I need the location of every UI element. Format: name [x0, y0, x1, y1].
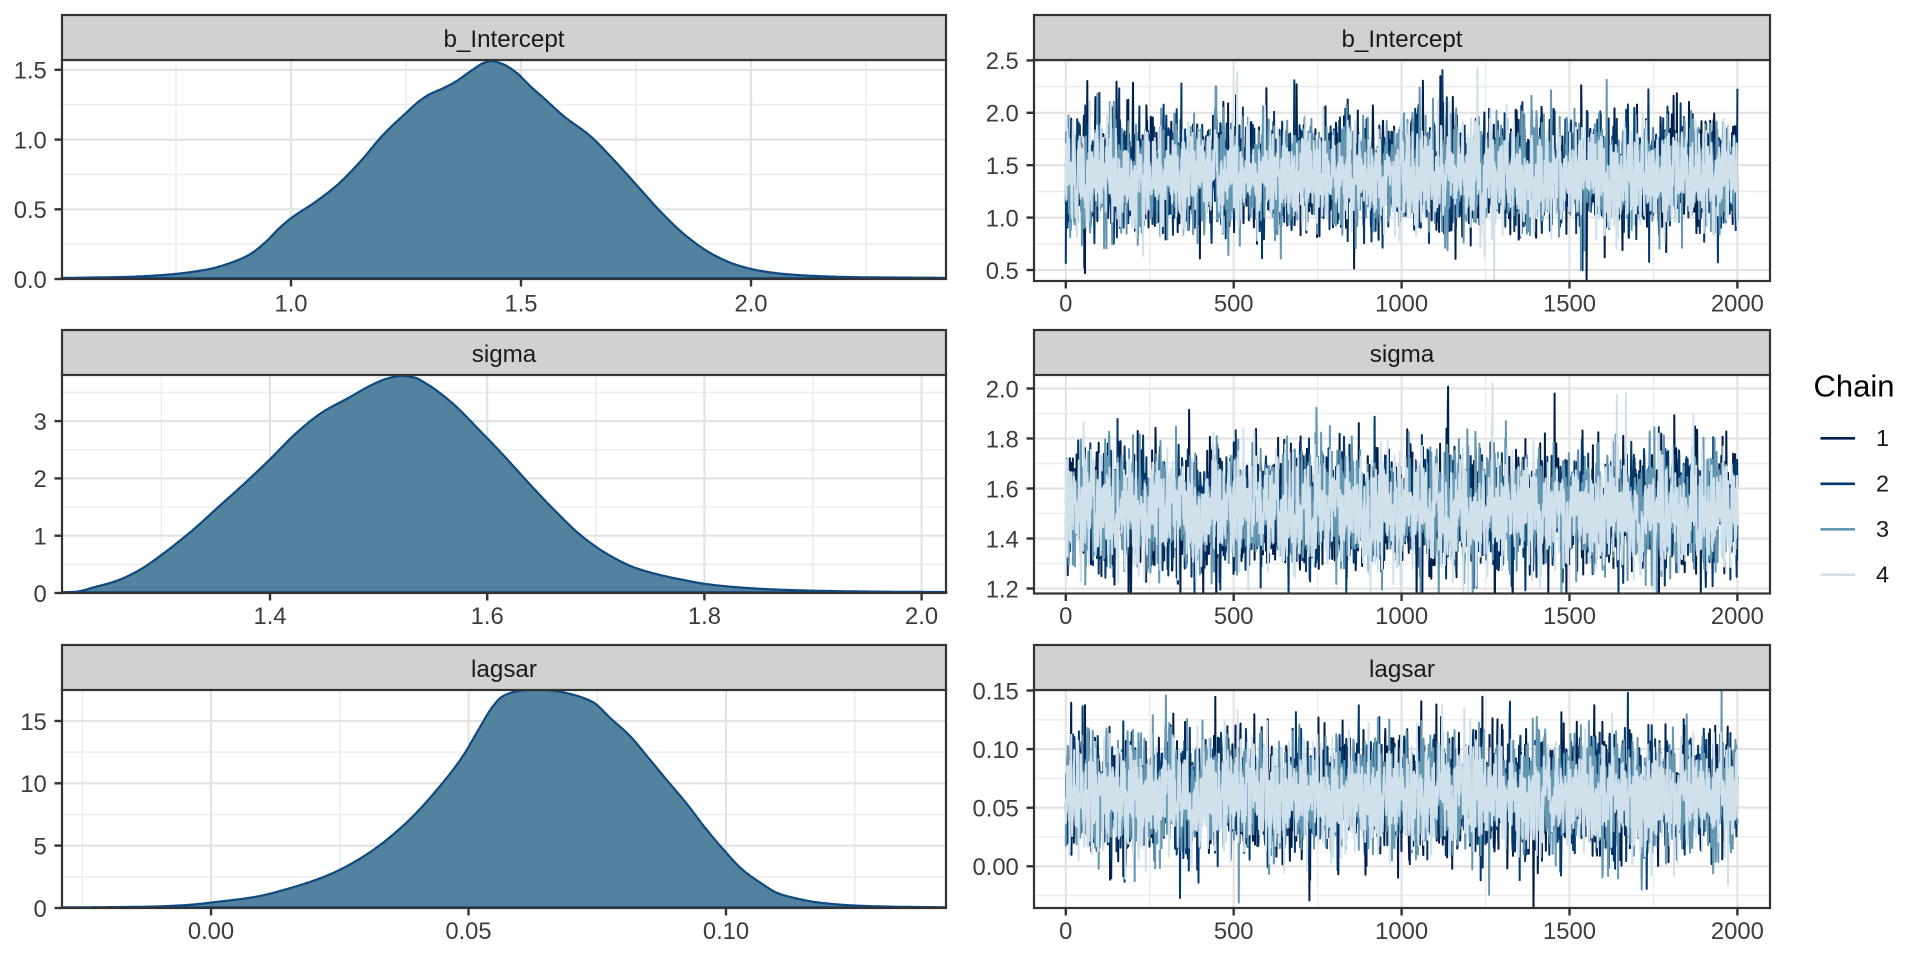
svg-text:3: 3 — [34, 409, 47, 436]
svg-text:0.15: 0.15 — [972, 678, 1018, 705]
svg-text:1500: 1500 — [1543, 603, 1596, 630]
svg-text:500: 500 — [1214, 918, 1254, 945]
svg-text:1.0: 1.0 — [14, 127, 47, 154]
svg-text:0.00: 0.00 — [972, 854, 1018, 881]
svg-text:0: 0 — [1059, 603, 1072, 630]
svg-text:1.6: 1.6 — [986, 476, 1019, 503]
svg-text:1.5: 1.5 — [986, 153, 1019, 180]
svg-text:2.0: 2.0 — [734, 291, 767, 318]
svg-text:0.5: 0.5 — [14, 197, 47, 224]
svg-text:0.10: 0.10 — [703, 918, 749, 945]
svg-text:1.2: 1.2 — [986, 576, 1019, 603]
svg-text:1000: 1000 — [1375, 291, 1428, 318]
svg-text:1.0: 1.0 — [274, 291, 307, 318]
svg-text:2.0: 2.0 — [905, 603, 938, 630]
svg-text:10: 10 — [20, 771, 46, 798]
svg-text:1000: 1000 — [1375, 918, 1428, 945]
svg-text:b_Intercept: b_Intercept — [1341, 26, 1462, 53]
svg-text:2: 2 — [1876, 471, 1889, 497]
svg-text:1.0: 1.0 — [986, 205, 1019, 232]
svg-text:1000: 1000 — [1375, 603, 1428, 630]
svg-text:0.00: 0.00 — [188, 918, 234, 945]
svg-text:0.05: 0.05 — [445, 918, 491, 945]
svg-text:2: 2 — [34, 466, 47, 493]
svg-text:2000: 2000 — [1711, 603, 1764, 630]
svg-text:500: 500 — [1214, 291, 1254, 318]
svg-text:2.0: 2.0 — [986, 376, 1019, 403]
svg-text:0.10: 0.10 — [972, 737, 1018, 764]
svg-text:0.5: 0.5 — [986, 258, 1019, 285]
svg-text:0: 0 — [34, 896, 47, 923]
svg-text:1.5: 1.5 — [14, 58, 47, 85]
svg-text:Chain: Chain — [1814, 369, 1895, 404]
svg-text:1: 1 — [34, 524, 47, 551]
svg-text:0: 0 — [1059, 918, 1072, 945]
svg-text:b_Intercept: b_Intercept — [443, 26, 564, 53]
svg-text:3: 3 — [1876, 516, 1889, 542]
svg-text:2000: 2000 — [1711, 291, 1764, 318]
svg-text:1500: 1500 — [1543, 291, 1596, 318]
svg-text:1.4: 1.4 — [986, 526, 1019, 553]
svg-text:15: 15 — [20, 709, 46, 736]
svg-text:lagsar: lagsar — [1369, 656, 1435, 683]
svg-text:0.05: 0.05 — [972, 796, 1018, 823]
svg-text:sigma: sigma — [1370, 341, 1435, 368]
svg-text:5: 5 — [34, 833, 47, 860]
svg-text:0: 0 — [1059, 291, 1072, 318]
svg-text:1.5: 1.5 — [504, 291, 537, 318]
svg-text:sigma: sigma — [472, 341, 537, 368]
svg-text:2.0: 2.0 — [986, 101, 1019, 128]
svg-text:1.4: 1.4 — [253, 603, 286, 630]
svg-text:0: 0 — [34, 581, 47, 608]
svg-text:0.0: 0.0 — [14, 267, 47, 294]
svg-text:2000: 2000 — [1711, 918, 1764, 945]
svg-text:1.8: 1.8 — [986, 426, 1019, 453]
svg-text:lagsar: lagsar — [471, 656, 537, 683]
svg-text:1500: 1500 — [1543, 918, 1596, 945]
svg-text:1: 1 — [1876, 425, 1889, 451]
svg-text:1.6: 1.6 — [471, 603, 504, 630]
svg-text:4: 4 — [1876, 562, 1889, 588]
svg-text:500: 500 — [1214, 603, 1254, 630]
svg-text:1.8: 1.8 — [688, 603, 721, 630]
svg-text:2.5: 2.5 — [986, 48, 1019, 75]
